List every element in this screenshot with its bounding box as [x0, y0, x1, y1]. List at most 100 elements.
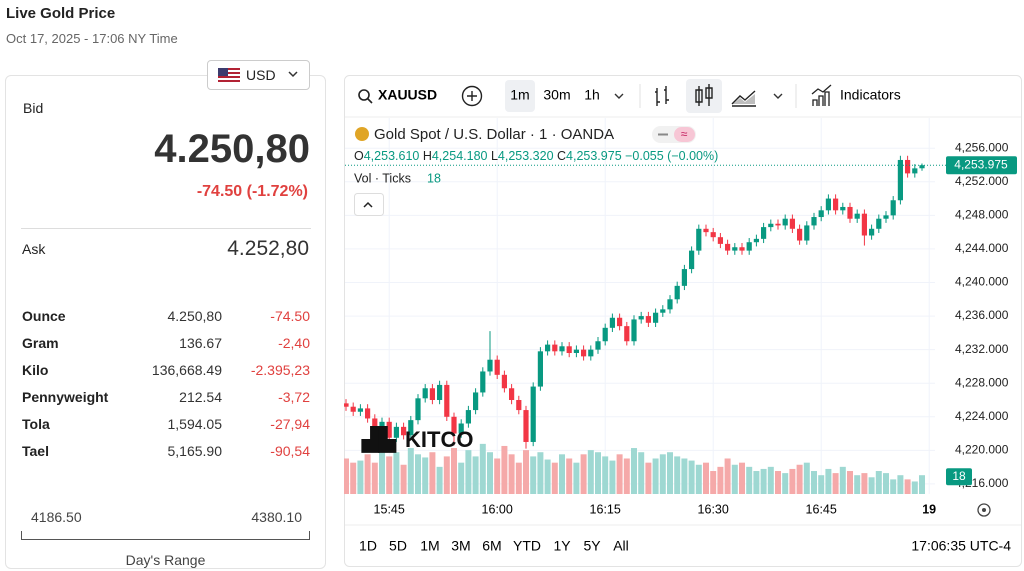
volume-bar — [775, 471, 781, 494]
toolbar: XAUUSD 1m 30m 1h Indicators — [345, 79, 1021, 118]
volume-bar — [393, 452, 400, 494]
range-button[interactable]: 3M — [451, 538, 470, 554]
candle-body — [660, 309, 666, 313]
volume-bar — [371, 462, 378, 494]
bid-label: Bid — [23, 100, 44, 116]
row-value: 5,165.90 — [167, 443, 223, 459]
ohlc-key: O — [354, 149, 364, 163]
range-button[interactable]: 5Y — [583, 538, 601, 554]
volume-bar — [407, 448, 414, 494]
candle-body — [473, 392, 479, 411]
range-button[interactable]: 1D — [359, 538, 377, 554]
settings[interactable] — [977, 503, 991, 517]
candle-body — [559, 346, 565, 352]
range-button[interactable]: All — [613, 538, 629, 554]
quote-card — [5, 75, 326, 569]
candle-body — [912, 168, 918, 174]
candle-body — [696, 228, 702, 251]
watermark-icon: ▟▙ — [361, 425, 397, 453]
volume-bar — [508, 454, 515, 494]
row-change: -2.395,23 — [250, 362, 310, 378]
volume-bar — [695, 464, 702, 494]
candle-body — [393, 426, 399, 438]
range-button[interactable]: 5D — [389, 538, 407, 554]
candle-body — [581, 349, 587, 357]
currency-select[interactable]: USD — [207, 60, 310, 90]
candle-body — [840, 206, 846, 211]
volume-bar — [400, 464, 407, 494]
candle-body — [344, 403, 349, 407]
candle-body — [437, 384, 443, 400]
candle-body — [408, 420, 414, 436]
plot: 4,216.0004,220.0004,224.0004,228.0004,23… — [344, 118, 1017, 516]
candle-body — [876, 218, 882, 229]
watermark: KITCO — [405, 427, 473, 452]
x-tick-label: 19 — [922, 502, 936, 516]
interval[interactable]: 30m — [543, 87, 570, 103]
candle-body — [861, 213, 867, 236]
row-value: 136,668.49 — [151, 362, 222, 378]
ohlc-key: H — [423, 149, 432, 163]
volume-bar — [667, 452, 673, 494]
range-button[interactable]: 6M — [482, 538, 501, 554]
range-buttons: 1D 5D 1M 3M 6M YTD 1Y 5Y All — [359, 538, 629, 554]
volume-bar — [523, 450, 529, 494]
interval[interactable]: 1h — [584, 87, 600, 103]
symbol[interactable]: XAUUSD — [378, 87, 437, 103]
y-tick-label: 4,228.000 — [955, 375, 1009, 389]
volume-bar — [587, 450, 594, 494]
interval[interactable]: 1m — [510, 87, 529, 103]
range-button[interactable]: 1Y — [553, 538, 571, 554]
candle-body — [516, 400, 522, 411]
ohlc-value: 4,254.180 — [432, 149, 488, 163]
candle-body — [545, 344, 551, 352]
volume-bar — [515, 462, 522, 494]
chart-widget: XAUUSD 1m 30m 1h Indicators 4,216.0004,2… — [344, 75, 1022, 567]
candle-body — [897, 159, 903, 201]
volume-bar — [609, 460, 616, 494]
svg-text:≈: ≈ — [681, 127, 688, 141]
x-tick-label: 16:00 — [482, 502, 513, 516]
volume-bar — [847, 471, 853, 494]
indicators[interactable]: Indicators — [840, 87, 901, 103]
range-bar — [21, 531, 310, 540]
volume-bar — [537, 452, 544, 494]
range-button[interactable]: YTD — [513, 538, 541, 554]
volume-bar — [739, 462, 745, 494]
candle-body — [710, 232, 716, 238]
candle-body — [350, 406, 356, 412]
price-tag-label: 4,253.975 — [954, 157, 1008, 171]
volume-bar — [782, 473, 789, 494]
candle-body — [429, 388, 435, 400]
candle-body — [717, 237, 723, 244]
volume-bar — [789, 468, 796, 494]
candle-body — [602, 327, 608, 342]
candle-body — [573, 349, 579, 353]
volume-label: Vol · Ticks — [354, 171, 411, 185]
ohlc-value: 4,253.320 — [498, 149, 554, 163]
chevron — [288, 71, 298, 78]
flag — [218, 68, 240, 82]
candle-body — [847, 206, 853, 219]
volume-bar — [811, 471, 817, 494]
volume-bar — [472, 456, 479, 494]
volume-bar — [595, 452, 601, 494]
row-value: 1,594.05 — [167, 416, 223, 432]
candle-body — [746, 242, 752, 251]
candle-body — [480, 371, 486, 393]
candle-body — [653, 312, 659, 323]
candle-body — [667, 299, 673, 310]
volume-tag — [946, 468, 972, 486]
range-button[interactable]: 1M — [420, 538, 439, 554]
volume-value: 18 — [427, 171, 441, 185]
volume-bar — [875, 471, 882, 494]
bid-price: 4.250,80 — [154, 127, 310, 171]
volume-bar — [731, 464, 738, 494]
volume-bar — [350, 462, 357, 494]
candle-body — [689, 250, 695, 270]
volume-bar — [717, 466, 724, 494]
candle-body — [537, 351, 543, 387]
ohlc-value: 4,253.975 — [566, 149, 622, 163]
volume-bar — [436, 466, 443, 494]
